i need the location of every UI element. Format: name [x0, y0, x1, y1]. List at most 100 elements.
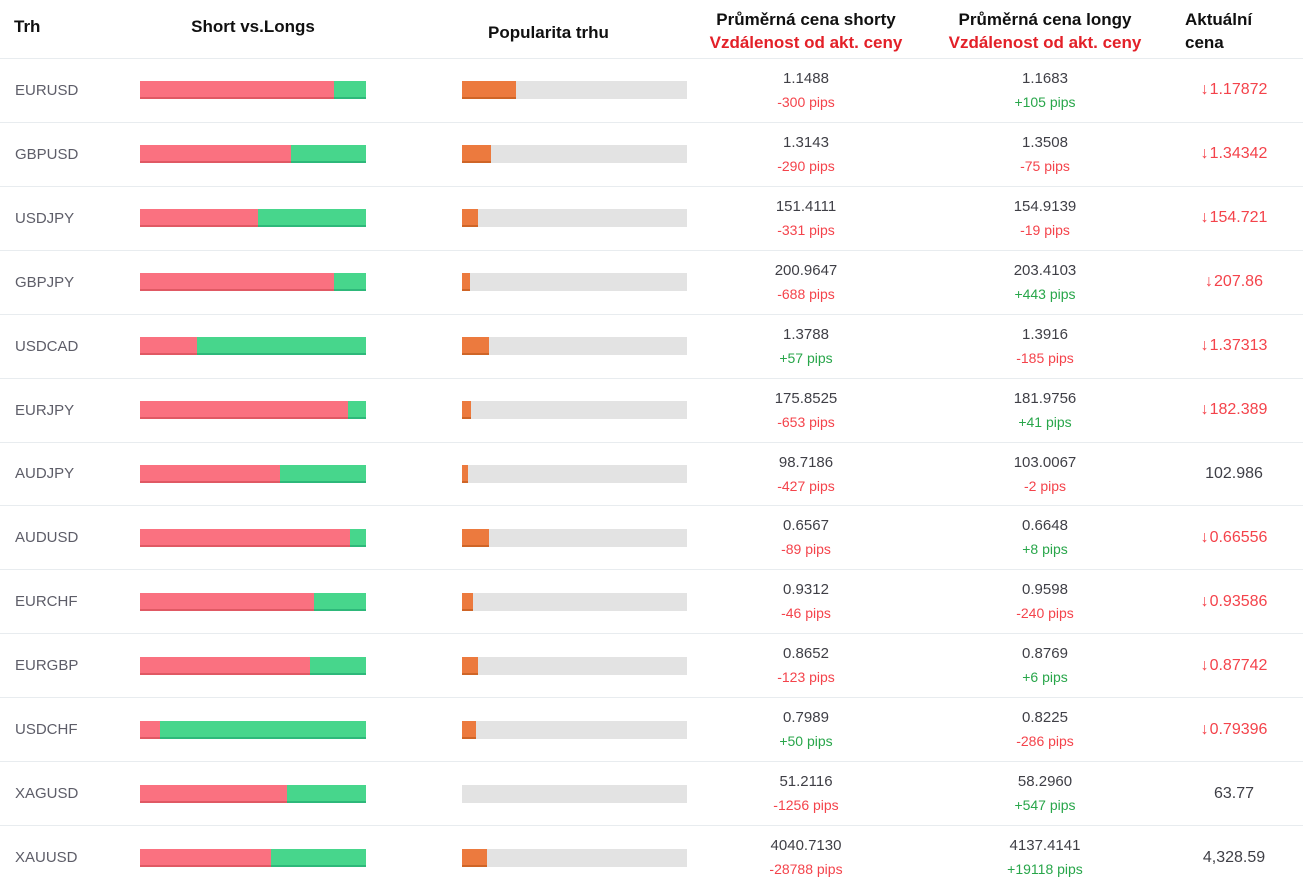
- table-row[interactable]: XAGUSD 51.2116 -1256 pips 58.2960: [0, 761, 1303, 825]
- popularity-bar: [462, 401, 687, 420]
- avg-short-price-cell: 0.6567 -89 pips: [687, 506, 925, 569]
- popularity-bar-cell: [462, 123, 687, 186]
- table-row[interactable]: EURGBP 0.8652 -123 pips 0.8769 +: [0, 633, 1303, 697]
- avg-long-price-cell: 0.8769 +6 pips: [925, 634, 1165, 697]
- header-avg-short-price: Průměrná cena shorty Vzdálenost od akt. …: [687, 0, 925, 58]
- down-arrow-icon: ↓: [1200, 337, 1209, 355]
- popularity-bar-track: [462, 784, 687, 803]
- popularity-bar: [462, 848, 687, 867]
- short-vs-long-bar-cell: [140, 634, 366, 697]
- current-price-cell: ↓ 154.721: [1165, 187, 1303, 250]
- short-bar-fill: [140, 784, 287, 803]
- avg-short-price-cell: 0.9312 -46 pips: [687, 570, 925, 633]
- down-arrow-icon: ↓: [1200, 81, 1209, 99]
- market-label: USDCAD: [15, 337, 79, 355]
- short-bar-fill: [140, 464, 281, 483]
- long-bar-fill: [160, 720, 366, 739]
- short-vs-long-bar: [140, 401, 366, 420]
- table-row[interactable]: GBPJPY 200.9647 -688 pips 203.4103: [0, 249, 1303, 314]
- popularity-bar-track: [489, 337, 687, 356]
- current-price: 102.986: [1205, 464, 1263, 482]
- market-label: GBPUSD: [15, 145, 79, 163]
- avg-short-price-cell: 51.2116 -1256 pips: [687, 762, 925, 825]
- current-price-cell: ↓ 1.34342: [1165, 123, 1303, 186]
- avg-short-price-cell: 0.8652 -123 pips: [687, 634, 925, 697]
- popularity-bar: [462, 273, 687, 292]
- popularity-bar-fill: [462, 720, 476, 739]
- popularity-bar-fill: [462, 273, 470, 292]
- avg-long-price: 1.3916: [1022, 325, 1068, 343]
- long-bar-fill: [309, 656, 366, 675]
- short-vs-long-bar-cell: [140, 187, 366, 250]
- table-row[interactable]: AUDUSD 0.6567 -89 pips 0.6648 +8: [0, 505, 1303, 569]
- header-long-distance: Vzdálenost od akt. ceny: [948, 33, 1142, 52]
- short-vs-long-bar-cell: [140, 698, 366, 761]
- short-vs-long-bar: [140, 656, 366, 675]
- popularity-bar-track: [489, 528, 687, 547]
- table-row[interactable]: EURUSD 1.1488 -300 pips 1.1683 +: [0, 58, 1303, 122]
- market-label: AUDUSD: [15, 529, 79, 547]
- avg-long-price-cell: 4137.4141 +19118 pips: [925, 826, 1165, 889]
- market-label: XAGUSD: [15, 785, 79, 803]
- short-distance: -123 pips: [777, 669, 835, 686]
- long-bar-fill: [334, 273, 366, 292]
- table-body: EURUSD 1.1488 -300 pips 1.1683 +: [0, 58, 1303, 889]
- popularity-bar-fill: [462, 528, 489, 547]
- table-row[interactable]: AUDJPY 98.7186 -427 pips 103.0067: [0, 441, 1303, 506]
- popularity-bar-cell: [462, 506, 687, 569]
- market-label: EURJPY: [15, 401, 75, 419]
- short-vs-long-bar: [140, 209, 366, 228]
- popularity-bar: [462, 337, 687, 356]
- short-bar-fill: [140, 848, 272, 867]
- market-label: EURUSD: [15, 81, 79, 99]
- current-price-cell: ↓ 0.66556: [1165, 506, 1303, 569]
- short-distance: -427 pips: [777, 477, 835, 494]
- long-distance: -19 pips: [1020, 221, 1070, 238]
- short-vs-long-bar: [140, 784, 366, 803]
- avg-long-price: 0.8769: [1022, 645, 1068, 663]
- current-price: 0.87742: [1209, 656, 1268, 674]
- popularity-bar-cell: [462, 251, 687, 314]
- current-price: 4,328.59: [1202, 848, 1266, 866]
- header-popularity: Popularita trhu: [488, 23, 609, 42]
- table-row[interactable]: USDCAD 1.3788 +57 pips 1.3916 -1: [0, 313, 1303, 378]
- avg-short-price-cell: 1.3788 +57 pips: [687, 315, 925, 378]
- avg-long-price: 0.9598: [1022, 581, 1068, 599]
- current-price: 63.77: [1213, 784, 1255, 802]
- table-header: Trh Short vs.Longs Popularita trhu Průmě…: [0, 0, 1303, 58]
- current-price: 154.721: [1209, 209, 1268, 227]
- short-vs-long-bar-cell: [140, 379, 366, 442]
- header-short-vs-longs: Short vs.Longs: [191, 17, 315, 36]
- popularity-bar-fill: [462, 145, 492, 164]
- avg-long-price-cell: 181.9756 +41 pips: [925, 379, 1165, 442]
- short-vs-long-bar: [140, 720, 366, 739]
- popularity-bar-track: [471, 401, 687, 420]
- popularity-bar: [462, 656, 687, 675]
- avg-short-price-cell: 0.7989 +50 pips: [687, 698, 925, 761]
- avg-short-price-cell: 1.1488 -300 pips: [687, 59, 925, 122]
- down-arrow-icon: ↓: [1200, 145, 1209, 163]
- avg-long-price-cell: 0.9598 -240 pips: [925, 570, 1165, 633]
- table-row[interactable]: XAUUSD 4040.7130 -28788 pips 4137.4141: [0, 825, 1303, 889]
- table-row[interactable]: USDJPY 151.4111 -331 pips 154.9139: [0, 185, 1303, 250]
- short-bar-fill: [140, 528, 351, 547]
- popularity-bar: [462, 464, 687, 483]
- avg-short-price: 1.1488: [783, 70, 829, 87]
- market-label: USDCHF: [15, 721, 78, 739]
- long-distance: -240 pips: [1016, 605, 1074, 622]
- table-row[interactable]: USDCHF 0.7989 +50 pips 0.8225 -2: [0, 697, 1303, 761]
- avg-short-price-cell: 151.4111 -331 pips: [687, 187, 925, 250]
- long-distance: +6 pips: [1022, 669, 1068, 686]
- short-distance: -1256 pips: [773, 797, 839, 814]
- table-row[interactable]: GBPUSD 1.3143 -290 pips 1.3508 -: [0, 121, 1303, 186]
- avg-short-price: 51.2116: [779, 773, 833, 791]
- short-vs-long-bar: [140, 592, 366, 611]
- short-vs-long-bar-cell: [140, 59, 366, 122]
- short-vs-long-bar-cell: [140, 443, 366, 506]
- short-distance: -89 pips: [781, 541, 831, 558]
- table-row[interactable]: EURCHF 0.9312 -46 pips 0.9598 -2: [0, 569, 1303, 633]
- current-price-cell: 4,328.59: [1165, 826, 1303, 889]
- short-bar-fill: [140, 209, 258, 228]
- table-row[interactable]: EURJPY 175.8525 -653 pips 181.9756: [0, 377, 1303, 442]
- popularity-bar-track: [477, 209, 687, 228]
